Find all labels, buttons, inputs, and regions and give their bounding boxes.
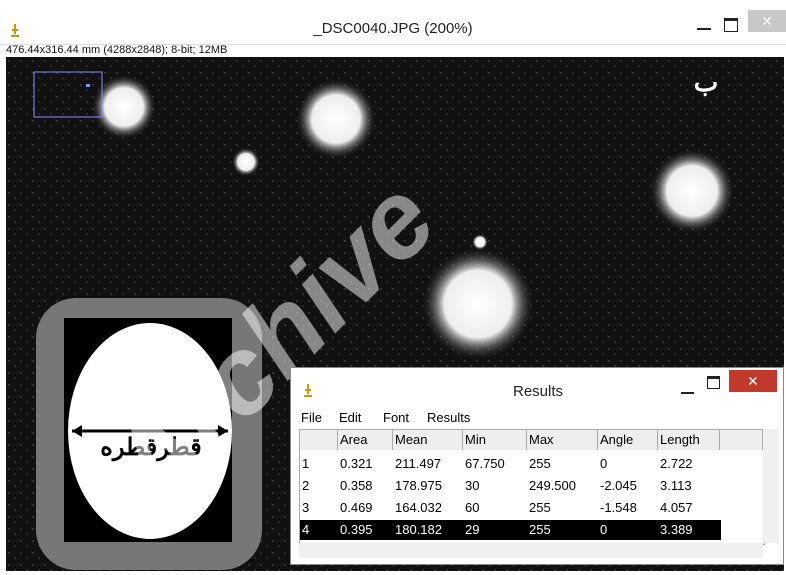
window-title: _DSC0040.JPG (200%) [0,20,786,37]
table-cell[interactable]: 211.497 [393,454,464,474]
table-cell[interactable]: 3.113 [658,476,721,496]
image-label: ب [694,67,718,97]
table-cell[interactable]: 255 [527,520,600,540]
maximize-button[interactable] [707,376,720,389]
header-cell: Min [463,430,527,450]
title-bar: _DSC0040.JPG (200%) ✕ [0,0,786,45]
vertical-scrollbar[interactable] [763,429,779,543]
table-cell[interactable]: 164.032 [393,498,464,518]
table-cell[interactable]: 0.469 [338,498,394,518]
header-cell: Area [338,430,393,450]
maximize-button[interactable] [724,18,738,32]
table-cell[interactable]: 0.321 [338,454,394,474]
header-cell [720,430,763,450]
close-button[interactable]: ✕ [748,10,786,32]
table-cell[interactable]: 2.722 [658,454,721,474]
table-cell[interactable]: 0.395 [338,520,395,540]
menu-item[interactable]: Results [425,408,470,428]
table-cell[interactable]: -2.045 [598,476,659,496]
table-cell[interactable]: 30 [463,476,528,496]
table-cell[interactable]: 0 [598,454,659,474]
table-cell[interactable]: 0.358 [338,476,394,496]
header-cell: Length [658,430,720,450]
menu-item[interactable]: Font [381,408,409,428]
table-cell[interactable]: 4 [300,520,340,540]
minimize-button[interactable] [697,28,711,30]
page: _DSC0040.JPG (200%) ✕ 476.44x316.44 mm (… [0,0,786,575]
menu-item[interactable]: File [299,408,322,428]
table-cell[interactable]: 249.500 [527,476,599,496]
menu-bar: File Edit Font Results [291,408,785,428]
table-cell[interactable]: -1.548 [598,498,659,518]
table-cell[interactable]: 1 [300,454,339,474]
table-cell[interactable]: 3 [300,498,339,518]
table-cell[interactable]: 255 [527,454,599,474]
menu-item[interactable]: Edit [337,408,361,428]
close-button[interactable]: ✕ [729,370,777,392]
table-cell[interactable]: 0 [598,520,660,540]
table-cell[interactable]: 255 [527,498,599,518]
table-cell[interactable]: 178.975 [393,476,464,496]
table-cell[interactable]: 180.182 [393,520,465,540]
image-info: 476.44x316.44 mm (4288x2848); 8-bit; 12M… [6,44,227,56]
header-cell: Mean [393,430,463,450]
table-cell[interactable]: 4.057 [658,498,721,518]
table-cell[interactable]: 67.750 [463,454,528,474]
minimize-button[interactable] [681,392,694,394]
table-cell[interactable]: 2 [300,476,339,496]
horizontal-scrollbar[interactable] [299,543,763,558]
header-cell: Max [527,430,598,450]
header-cell [300,430,338,450]
header-cell: Angle [598,430,658,450]
table-cell[interactable]: 29 [463,520,529,540]
table-cell[interactable]: 3.389 [658,520,722,540]
table-cell[interactable]: 60 [463,498,528,518]
